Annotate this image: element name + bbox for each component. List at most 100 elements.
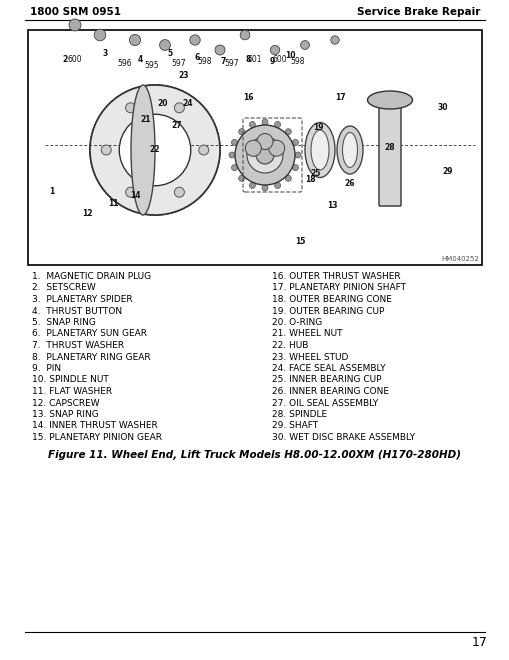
Text: 15. PLANETARY PINION GEAR: 15. PLANETARY PINION GEAR bbox=[32, 433, 162, 442]
Circle shape bbox=[257, 133, 272, 150]
Text: 9: 9 bbox=[269, 57, 274, 65]
Text: 14: 14 bbox=[129, 191, 140, 199]
Ellipse shape bbox=[304, 123, 334, 178]
Text: 10. SPINDLE NUT: 10. SPINDLE NUT bbox=[32, 376, 108, 385]
Text: HM040252: HM040252 bbox=[440, 256, 478, 262]
Text: 28: 28 bbox=[384, 143, 394, 152]
Text: 28. SPINDLE: 28. SPINDLE bbox=[271, 410, 326, 419]
Text: 23: 23 bbox=[178, 71, 189, 81]
Text: 10: 10 bbox=[284, 51, 295, 61]
Text: 27: 27 bbox=[172, 121, 182, 131]
Circle shape bbox=[69, 19, 81, 31]
Circle shape bbox=[285, 176, 291, 182]
Circle shape bbox=[119, 114, 190, 185]
Text: 2: 2 bbox=[62, 55, 68, 65]
Text: 11. FLAT WASHER: 11. FLAT WASHER bbox=[32, 387, 112, 396]
Circle shape bbox=[238, 176, 244, 182]
Circle shape bbox=[285, 129, 291, 135]
Text: 1.  MAGNETIC DRAIN PLUG: 1. MAGNETIC DRAIN PLUG bbox=[32, 272, 151, 281]
Text: 15: 15 bbox=[294, 238, 304, 246]
Bar bbox=[28, 30, 481, 265]
Circle shape bbox=[199, 145, 208, 155]
Text: 4.  THRUST BUTTON: 4. THRUST BUTTON bbox=[32, 306, 122, 315]
Circle shape bbox=[90, 85, 219, 215]
Text: 13. SNAP RING: 13. SNAP RING bbox=[32, 410, 99, 419]
Bar bbox=[29, 31, 480, 264]
Text: 25. INNER BEARING CUP: 25. INNER BEARING CUP bbox=[271, 376, 381, 385]
Circle shape bbox=[249, 182, 255, 189]
Circle shape bbox=[245, 141, 261, 156]
Text: 20: 20 bbox=[157, 100, 168, 108]
Text: 9.  PIN: 9. PIN bbox=[32, 364, 61, 373]
Circle shape bbox=[240, 30, 249, 40]
Text: 6: 6 bbox=[194, 53, 199, 61]
Text: 29. SHAFT: 29. SHAFT bbox=[271, 422, 318, 430]
Circle shape bbox=[294, 152, 300, 158]
Circle shape bbox=[129, 34, 140, 46]
Text: Figure 11. Wheel End, Lift Truck Models H8.00-12.00XM (H170-280HD): Figure 11. Wheel End, Lift Truck Models … bbox=[48, 449, 461, 459]
Text: Service Brake Repair: Service Brake Repair bbox=[356, 7, 479, 17]
Text: 1800 SRM 0951: 1800 SRM 0951 bbox=[30, 7, 121, 17]
Text: 11: 11 bbox=[107, 199, 118, 209]
Text: 597: 597 bbox=[224, 59, 239, 67]
Text: 600: 600 bbox=[68, 55, 82, 65]
FancyBboxPatch shape bbox=[378, 94, 400, 206]
Circle shape bbox=[159, 40, 170, 50]
Text: 7.  THRUST WASHER: 7. THRUST WASHER bbox=[32, 341, 124, 350]
Circle shape bbox=[174, 187, 184, 197]
Text: 16. OUTER THRUST WASHER: 16. OUTER THRUST WASHER bbox=[271, 272, 400, 281]
Text: 598: 598 bbox=[290, 57, 305, 67]
Text: 17: 17 bbox=[471, 636, 487, 649]
Text: 8.  PLANETARY RING GEAR: 8. PLANETARY RING GEAR bbox=[32, 352, 150, 362]
Text: 3: 3 bbox=[102, 48, 107, 57]
Text: 595: 595 bbox=[145, 61, 159, 69]
Circle shape bbox=[292, 164, 298, 171]
Circle shape bbox=[300, 41, 309, 50]
Circle shape bbox=[262, 185, 267, 191]
Text: 22: 22 bbox=[150, 145, 160, 154]
Circle shape bbox=[270, 46, 279, 55]
Text: 26: 26 bbox=[344, 178, 355, 187]
Ellipse shape bbox=[131, 85, 155, 215]
Text: 19. OUTER BEARING CUP: 19. OUTER BEARING CUP bbox=[271, 306, 384, 315]
Text: 22. HUB: 22. HUB bbox=[271, 341, 308, 350]
Text: 5: 5 bbox=[167, 50, 172, 59]
Circle shape bbox=[235, 125, 294, 185]
Circle shape bbox=[189, 35, 200, 45]
Text: 600: 600 bbox=[272, 55, 287, 65]
Text: 12: 12 bbox=[81, 209, 92, 218]
Text: 27. OIL SEAL ASSEMBLY: 27. OIL SEAL ASSEMBLY bbox=[271, 399, 378, 407]
Text: 24. FACE SEAL ASSEMBLY: 24. FACE SEAL ASSEMBLY bbox=[271, 364, 385, 373]
Circle shape bbox=[268, 141, 284, 156]
Ellipse shape bbox=[336, 126, 362, 174]
Text: 14. INNER THRUST WASHER: 14. INNER THRUST WASHER bbox=[32, 422, 157, 430]
Text: 13: 13 bbox=[326, 201, 336, 209]
Ellipse shape bbox=[342, 133, 357, 168]
Circle shape bbox=[292, 139, 298, 145]
Text: 601: 601 bbox=[247, 55, 262, 63]
Text: 596: 596 bbox=[118, 59, 132, 69]
Circle shape bbox=[274, 121, 280, 127]
Text: 29: 29 bbox=[442, 168, 453, 176]
Text: 25: 25 bbox=[310, 168, 321, 178]
Text: 16: 16 bbox=[242, 94, 253, 102]
Circle shape bbox=[125, 103, 135, 113]
Circle shape bbox=[215, 45, 224, 55]
Text: 12. CAPSCREW: 12. CAPSCREW bbox=[32, 399, 99, 407]
Ellipse shape bbox=[367, 91, 412, 109]
Ellipse shape bbox=[310, 130, 328, 170]
Text: 20. O-RING: 20. O-RING bbox=[271, 318, 322, 327]
Text: 598: 598 bbox=[197, 57, 212, 67]
Text: 4: 4 bbox=[137, 55, 143, 63]
Text: 17. PLANETARY PINION SHAFT: 17. PLANETARY PINION SHAFT bbox=[271, 284, 405, 292]
Circle shape bbox=[231, 164, 237, 171]
Text: 21. WHEEL NUT: 21. WHEEL NUT bbox=[271, 329, 342, 339]
Circle shape bbox=[274, 182, 280, 189]
Circle shape bbox=[262, 119, 267, 125]
Circle shape bbox=[330, 36, 338, 44]
Text: 30: 30 bbox=[437, 104, 447, 112]
Text: 24: 24 bbox=[182, 98, 193, 108]
Text: 21: 21 bbox=[140, 115, 151, 125]
Text: 2.  SETSCREW: 2. SETSCREW bbox=[32, 284, 96, 292]
Text: 7: 7 bbox=[220, 57, 225, 67]
